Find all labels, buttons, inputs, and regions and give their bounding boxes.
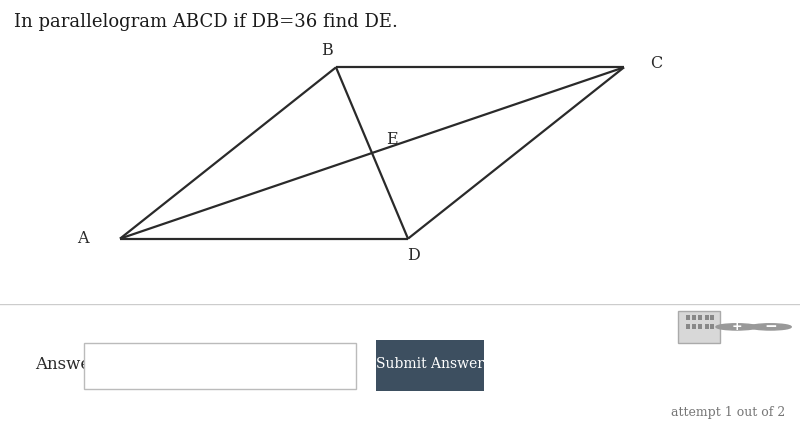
Text: C: C (650, 55, 662, 72)
Text: A: A (77, 230, 88, 247)
FancyBboxPatch shape (710, 324, 714, 329)
Text: D: D (407, 247, 420, 264)
FancyBboxPatch shape (686, 315, 690, 320)
FancyBboxPatch shape (692, 324, 696, 329)
FancyBboxPatch shape (686, 324, 690, 329)
FancyBboxPatch shape (376, 340, 484, 391)
Text: +: + (731, 320, 742, 333)
FancyBboxPatch shape (678, 311, 720, 343)
Text: In parallelogram ABCD if DB=36 find DE.: In parallelogram ABCD if DB=36 find DE. (14, 13, 398, 31)
Text: attempt 1 out of 2: attempt 1 out of 2 (671, 406, 786, 419)
FancyBboxPatch shape (705, 315, 709, 320)
Text: Submit Answer: Submit Answer (376, 357, 483, 371)
FancyBboxPatch shape (692, 315, 696, 320)
FancyBboxPatch shape (698, 315, 702, 320)
FancyBboxPatch shape (705, 324, 709, 329)
Circle shape (716, 324, 758, 330)
FancyBboxPatch shape (710, 315, 714, 320)
FancyBboxPatch shape (84, 343, 356, 388)
Text: −: − (764, 320, 777, 334)
Text: Answer:: Answer: (35, 356, 104, 373)
Text: E: E (386, 130, 398, 147)
FancyBboxPatch shape (698, 324, 702, 329)
Circle shape (750, 324, 791, 330)
Text: B: B (322, 42, 333, 59)
